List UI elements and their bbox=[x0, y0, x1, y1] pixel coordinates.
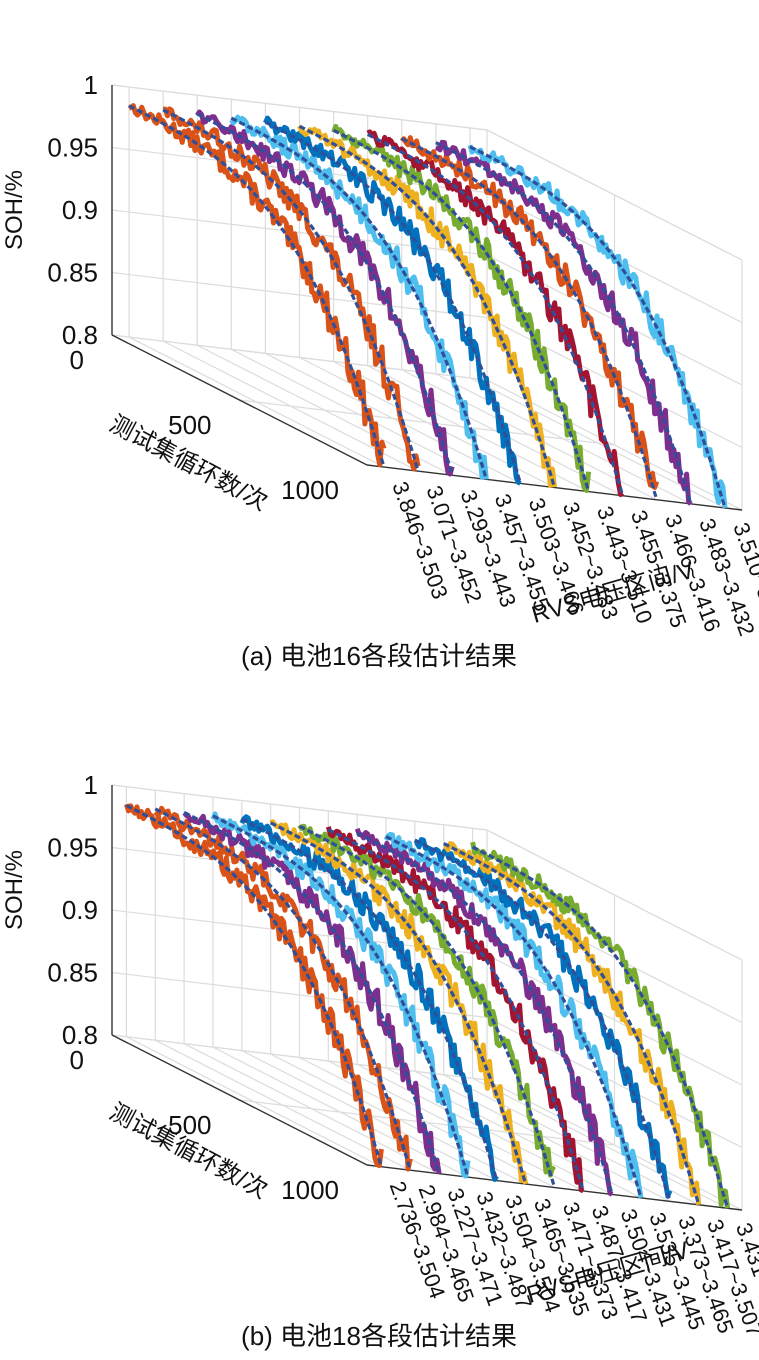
fit-line bbox=[269, 821, 528, 1185]
fit-line bbox=[443, 842, 701, 1206]
fit-line bbox=[183, 810, 441, 1175]
series-line bbox=[210, 811, 471, 1179]
series-line bbox=[383, 831, 644, 1199]
fit-line bbox=[332, 128, 591, 493]
z-tick-label: 1 bbox=[84, 70, 98, 100]
fit-line bbox=[128, 104, 386, 468]
series-line bbox=[399, 135, 660, 490]
x-tick-label: 1000 bbox=[281, 1175, 339, 1205]
series-line bbox=[297, 124, 557, 488]
series-3 bbox=[210, 811, 471, 1179]
series-0 bbox=[127, 103, 387, 468]
x-tick-label: 500 bbox=[168, 410, 211, 440]
series-0 bbox=[124, 803, 384, 1169]
z-tick-label: 1 bbox=[84, 770, 98, 800]
z-axis-title: SOH/% bbox=[1, 170, 28, 250]
series-line bbox=[443, 841, 702, 1206]
series-4 bbox=[239, 814, 499, 1182]
chart-caption: (a) 电池16各段估计结果 bbox=[241, 641, 517, 671]
fit-line bbox=[327, 828, 585, 1192]
fit-line bbox=[401, 137, 659, 501]
box-top-edge bbox=[111, 84, 743, 261]
series-6 bbox=[331, 123, 592, 493]
series-9 bbox=[435, 139, 693, 506]
series-line bbox=[239, 814, 499, 1182]
gridline-floor-y bbox=[154, 1039, 411, 1171]
series-line bbox=[124, 803, 384, 1169]
series-1 bbox=[153, 805, 413, 1172]
x-axis-line bbox=[111, 334, 368, 466]
chart-panel-b: 0.8 0.85 0.9 0.95 1 0 500 1000 2.736~3.504 2.984~… bbox=[0, 680, 759, 1360]
fit-line bbox=[298, 124, 557, 488]
gridline-floor-y bbox=[401, 369, 658, 501]
series-line bbox=[297, 823, 557, 1178]
fit-line bbox=[298, 824, 557, 1188]
z-axis-title: SOH/% bbox=[1, 850, 28, 930]
series-line bbox=[325, 826, 585, 1194]
fit-line bbox=[385, 835, 643, 1199]
chart-caption: (b) 电池18各段估计结果 bbox=[241, 1321, 517, 1351]
z-tick-label: 0.8 bbox=[62, 1020, 98, 1050]
z-tick-label: 0.8 bbox=[62, 320, 98, 350]
gridline-floor-y bbox=[333, 361, 589, 493]
fit-line bbox=[469, 145, 727, 509]
fit-line bbox=[264, 120, 522, 484]
series-7 bbox=[325, 826, 585, 1194]
series-5 bbox=[269, 819, 529, 1185]
series-12 bbox=[470, 841, 731, 1209]
gridline-floor-y bbox=[183, 1043, 440, 1175]
fit-line bbox=[356, 831, 614, 1195]
series-9 bbox=[383, 831, 644, 1199]
fit-line bbox=[125, 804, 383, 1168]
box-top-edge bbox=[111, 784, 743, 961]
fit-line bbox=[162, 108, 420, 472]
series-10 bbox=[413, 837, 673, 1202]
z-tick-label: 0.9 bbox=[62, 195, 98, 225]
series-4 bbox=[263, 115, 522, 486]
fit-line bbox=[435, 141, 693, 505]
z-tick-label: 0.95 bbox=[47, 833, 98, 863]
x-tick-label: 0 bbox=[70, 1045, 84, 1075]
series-line bbox=[467, 144, 728, 509]
x-tick-label: 500 bbox=[168, 1110, 211, 1140]
series-2 bbox=[195, 109, 455, 477]
fit-line bbox=[241, 817, 499, 1182]
series-5 bbox=[297, 124, 557, 488]
series-3 bbox=[229, 114, 489, 480]
fit-line bbox=[366, 132, 625, 497]
series-6 bbox=[297, 823, 557, 1188]
z-tick-label: 0.85 bbox=[47, 958, 98, 988]
series-8 bbox=[399, 135, 660, 501]
chart-panel-a: 0.8 0.85 0.9 0.95 1 0 500 1000 3.846~3.503 3.071~… bbox=[1, 70, 759, 671]
fit-line bbox=[414, 838, 672, 1202]
gridline-floor-y bbox=[212, 1046, 469, 1178]
gridline-floor-y bbox=[128, 336, 385, 468]
series-7 bbox=[366, 129, 625, 498]
gridline-floor-y bbox=[270, 1053, 526, 1185]
fit-line bbox=[154, 807, 412, 1171]
gridline-floor-y bbox=[299, 1056, 555, 1189]
series-11 bbox=[443, 841, 702, 1206]
fit-line bbox=[212, 814, 470, 1178]
gridline-floor-y bbox=[126, 1036, 382, 1168]
series-line bbox=[229, 114, 489, 480]
x-tick-label: 1000 bbox=[281, 475, 339, 505]
series-line bbox=[269, 819, 529, 1185]
z-tick-label: 0.9 bbox=[62, 895, 98, 925]
series-1 bbox=[162, 106, 421, 472]
fit-line bbox=[196, 112, 454, 476]
x-axis-line bbox=[111, 1034, 368, 1166]
z-tick-label: 0.95 bbox=[47, 133, 98, 163]
series-10 bbox=[467, 144, 728, 509]
fit-line bbox=[471, 845, 730, 1209]
x-tick-label: 0 bbox=[70, 345, 84, 375]
fit-line bbox=[230, 116, 488, 480]
z-tick-label: 0.85 bbox=[47, 258, 98, 288]
